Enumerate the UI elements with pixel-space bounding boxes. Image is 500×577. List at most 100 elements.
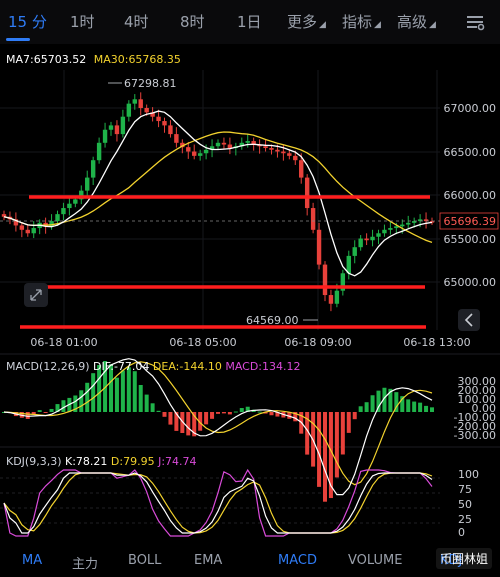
tab-kdj[interactable]: KDJ — [440, 553, 463, 568]
macd-bar — [43, 412, 48, 413]
candle-body — [328, 295, 334, 304]
candle-body — [417, 219, 423, 222]
tab-8h[interactable]: 8时 — [180, 13, 205, 31]
d-value: D:79.95 — [110, 455, 155, 468]
macd-bar — [275, 412, 280, 417]
macd-bar — [204, 412, 209, 425]
price-tick: 65000.00 — [444, 276, 497, 289]
current-price-tag — [439, 212, 499, 230]
candle-body — [31, 228, 36, 234]
candle-body — [227, 144, 233, 149]
candle-body — [162, 121, 167, 126]
dea-line — [3, 361, 433, 486]
candle-body — [316, 229, 322, 265]
tab-macd[interactable]: MACD — [278, 553, 317, 568]
price-tick: 67000.00 — [444, 102, 497, 115]
tab-more[interactable]: 更多 ◢ — [287, 11, 326, 32]
candle-body — [251, 141, 256, 145]
macd-bar — [287, 412, 292, 419]
macd-bar — [120, 370, 125, 412]
macd-value: MACD:134.12 — [225, 360, 301, 373]
kdj-tick: 50 — [458, 498, 472, 511]
candle-body — [90, 160, 96, 178]
candle-body — [239, 142, 244, 147]
macd-bar — [263, 412, 268, 414]
tab-indicators[interactable]: 指标 ◢ — [342, 11, 381, 32]
time-tick: 06-18 05:00 — [169, 336, 236, 349]
expand-arrows-icon[interactable] — [24, 283, 48, 307]
macd-bar — [293, 412, 298, 422]
macd-bar — [61, 400, 66, 412]
macd-bar — [114, 377, 119, 412]
settings-sliders-icon[interactable] — [464, 11, 486, 33]
macd-bar — [346, 412, 351, 433]
kdj-tick: 100 — [458, 468, 479, 481]
candle-body — [1, 214, 7, 217]
macd-bar — [210, 412, 215, 419]
tab-ma[interactable]: MA — [22, 553, 43, 568]
chart-canvas[interactable]: 67000.00 66500.00 66000.00 65500.00 6500… — [0, 44, 500, 545]
tab-indicators-label: 指标 — [342, 13, 373, 31]
candle-body — [287, 153, 292, 156]
candle-body — [406, 222, 411, 225]
current-price-label: 65696.39 — [444, 215, 497, 228]
ma30-value: MA30:65768.35 — [93, 53, 181, 66]
candle-body — [19, 225, 25, 230]
candle-body — [388, 228, 393, 230]
candle-body — [382, 229, 387, 234]
macd-bar — [257, 411, 262, 413]
tab-ema[interactable]: EMA — [194, 553, 223, 568]
tab-1d[interactable]: 1日 — [237, 13, 262, 31]
tab-4h[interactable]: 4时 — [124, 13, 149, 31]
macd-bar — [406, 399, 411, 412]
candle-body — [138, 99, 143, 108]
kdj-k-line — [3, 472, 433, 534]
macd-bar — [192, 412, 197, 437]
candle-body — [322, 264, 328, 296]
candle-body — [73, 199, 78, 204]
macd-bar — [31, 412, 36, 415]
macd-bar — [132, 371, 137, 412]
candle-body — [215, 142, 221, 147]
macd-bar — [103, 361, 108, 412]
candle-body — [197, 153, 203, 156]
candle-body — [423, 219, 429, 222]
macd-bar — [198, 412, 203, 431]
candle-body — [192, 151, 197, 156]
macd-bar — [364, 402, 369, 412]
indicator-bar: MA 主力 BOLL EMA MACD VOLUME KDJ — [0, 545, 500, 577]
macd-bar — [49, 408, 54, 412]
candle-body — [310, 208, 316, 230]
tab-main-force[interactable]: 主力 — [72, 557, 99, 572]
candle-body — [126, 103, 132, 117]
time-tick: 06-18 13:00 — [403, 336, 470, 349]
macd-bar — [340, 412, 345, 455]
macd-bar — [352, 412, 357, 420]
candle-body — [186, 147, 191, 152]
tab-volume[interactable]: VOLUME — [348, 553, 403, 568]
tab-boll[interactable]: BOLL — [128, 553, 162, 568]
macd-bar — [388, 388, 393, 412]
macd-bar — [162, 412, 167, 417]
macd-bar — [239, 408, 244, 412]
tab-15m[interactable]: 15 分 — [8, 13, 47, 31]
low-price-label: 64569.00 — [246, 314, 299, 327]
macd-bar — [382, 387, 387, 412]
candle-body — [174, 134, 179, 143]
tab-1h[interactable]: 1时 — [70, 13, 95, 31]
macd-bar — [394, 392, 399, 412]
candle-body — [352, 247, 357, 256]
candle-body — [79, 190, 84, 200]
macd-bar — [138, 385, 143, 412]
chevron-left-icon[interactable] — [458, 309, 480, 331]
macd-bar — [180, 412, 185, 433]
candle-body — [275, 149, 280, 152]
tab-advanced[interactable]: 高级 ◢ — [397, 11, 436, 32]
macd-title: MACD(12,26,9) — [6, 360, 90, 373]
kdj-d-line — [3, 472, 433, 534]
dif-value: DIF:-77.04 — [93, 360, 150, 373]
candle-body — [120, 116, 126, 135]
candle-body — [269, 148, 274, 150]
macd-tick: 0.00 — [472, 402, 497, 415]
candle-body — [96, 142, 102, 161]
